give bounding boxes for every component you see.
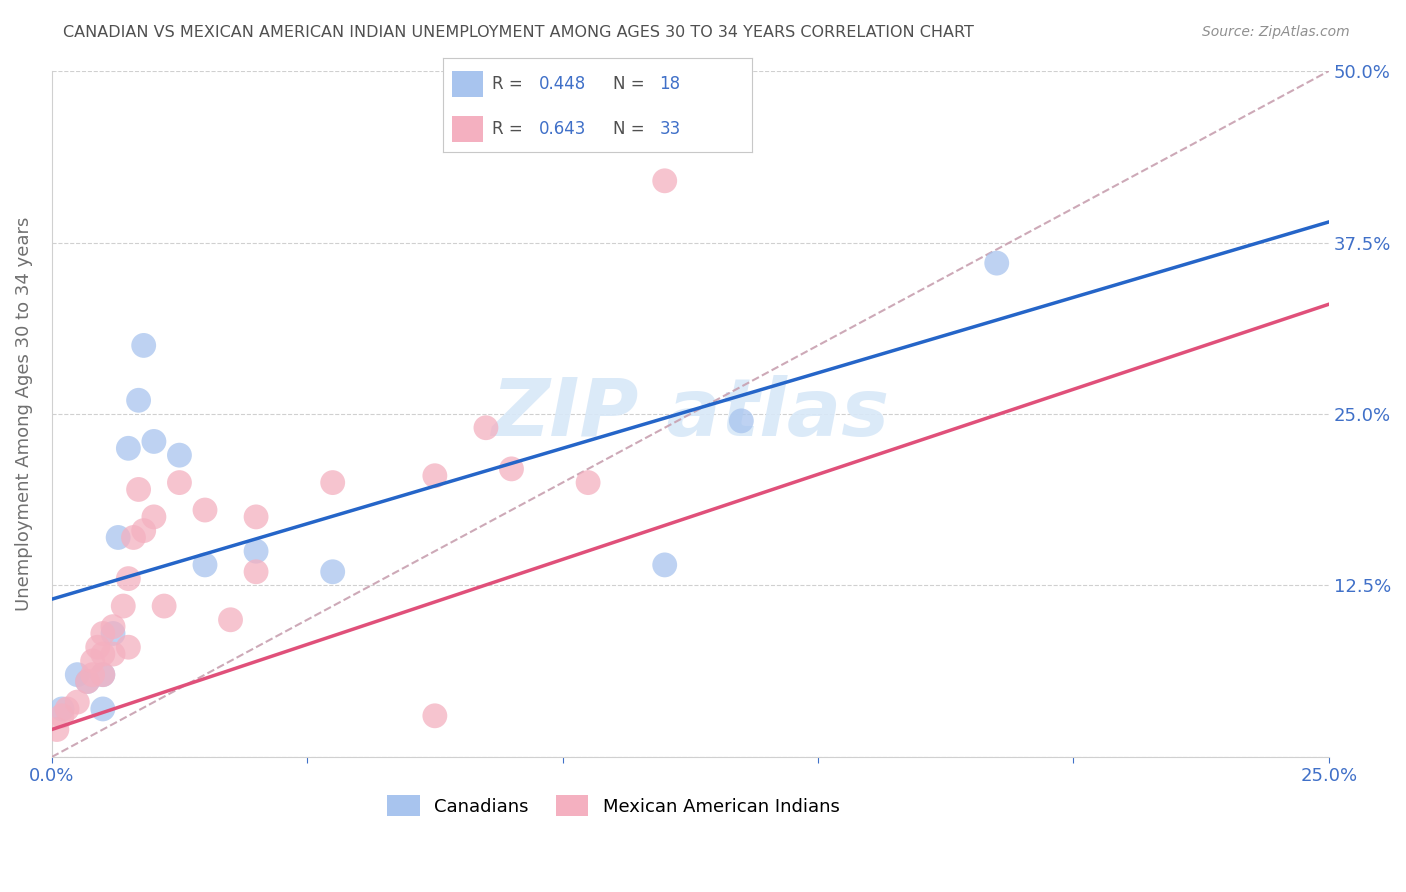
Point bbox=[87, 640, 110, 655]
FancyBboxPatch shape bbox=[453, 71, 484, 97]
Point bbox=[245, 565, 267, 579]
Point bbox=[245, 544, 267, 558]
Text: N =: N = bbox=[613, 120, 650, 138]
Point bbox=[128, 393, 150, 408]
Point bbox=[423, 708, 446, 723]
Point bbox=[107, 531, 129, 545]
Point bbox=[986, 256, 1008, 270]
Point bbox=[76, 674, 98, 689]
Point bbox=[194, 503, 217, 517]
Text: R =: R = bbox=[492, 75, 529, 93]
Point bbox=[128, 483, 150, 497]
Point bbox=[117, 640, 139, 655]
Point bbox=[122, 531, 145, 545]
Legend: Canadians, Mexican American Indians: Canadians, Mexican American Indians bbox=[380, 788, 846, 823]
Point bbox=[322, 565, 344, 579]
Point bbox=[66, 695, 89, 709]
Text: 0.448: 0.448 bbox=[538, 75, 586, 93]
Point bbox=[66, 667, 89, 681]
Point bbox=[91, 667, 114, 681]
Point bbox=[117, 572, 139, 586]
Point bbox=[501, 462, 523, 476]
Point bbox=[117, 442, 139, 456]
Point bbox=[132, 338, 155, 352]
Point bbox=[56, 702, 79, 716]
Point bbox=[576, 475, 599, 490]
Point bbox=[132, 524, 155, 538]
Point bbox=[91, 626, 114, 640]
Point bbox=[322, 475, 344, 490]
Text: R =: R = bbox=[492, 120, 529, 138]
Point bbox=[82, 654, 104, 668]
Point bbox=[153, 599, 176, 613]
Text: N =: N = bbox=[613, 75, 650, 93]
Point bbox=[245, 509, 267, 524]
Point bbox=[91, 702, 114, 716]
Point bbox=[169, 475, 191, 490]
Point bbox=[142, 434, 165, 449]
Point bbox=[142, 509, 165, 524]
Text: 33: 33 bbox=[659, 120, 681, 138]
Text: CANADIAN VS MEXICAN AMERICAN INDIAN UNEMPLOYMENT AMONG AGES 30 TO 34 YEARS CORRE: CANADIAN VS MEXICAN AMERICAN INDIAN UNEM… bbox=[63, 25, 974, 40]
Point bbox=[101, 626, 124, 640]
Point bbox=[169, 448, 191, 462]
Point bbox=[194, 558, 217, 572]
Point bbox=[82, 667, 104, 681]
Point bbox=[423, 468, 446, 483]
Point bbox=[101, 647, 124, 661]
Text: Source: ZipAtlas.com: Source: ZipAtlas.com bbox=[1202, 25, 1350, 39]
Point bbox=[101, 620, 124, 634]
Point bbox=[91, 667, 114, 681]
Text: ZIP atlas: ZIP atlas bbox=[491, 375, 890, 453]
Text: 18: 18 bbox=[659, 75, 681, 93]
Point bbox=[45, 723, 67, 737]
Text: 0.643: 0.643 bbox=[538, 120, 586, 138]
FancyBboxPatch shape bbox=[453, 116, 484, 142]
Point bbox=[730, 414, 752, 428]
Point bbox=[112, 599, 135, 613]
Point bbox=[51, 702, 73, 716]
Point bbox=[475, 421, 498, 435]
Point bbox=[51, 708, 73, 723]
Point bbox=[654, 174, 676, 188]
Point bbox=[219, 613, 242, 627]
Y-axis label: Unemployment Among Ages 30 to 34 years: Unemployment Among Ages 30 to 34 years bbox=[15, 217, 32, 611]
Point bbox=[654, 558, 676, 572]
Point bbox=[76, 674, 98, 689]
Point bbox=[91, 647, 114, 661]
